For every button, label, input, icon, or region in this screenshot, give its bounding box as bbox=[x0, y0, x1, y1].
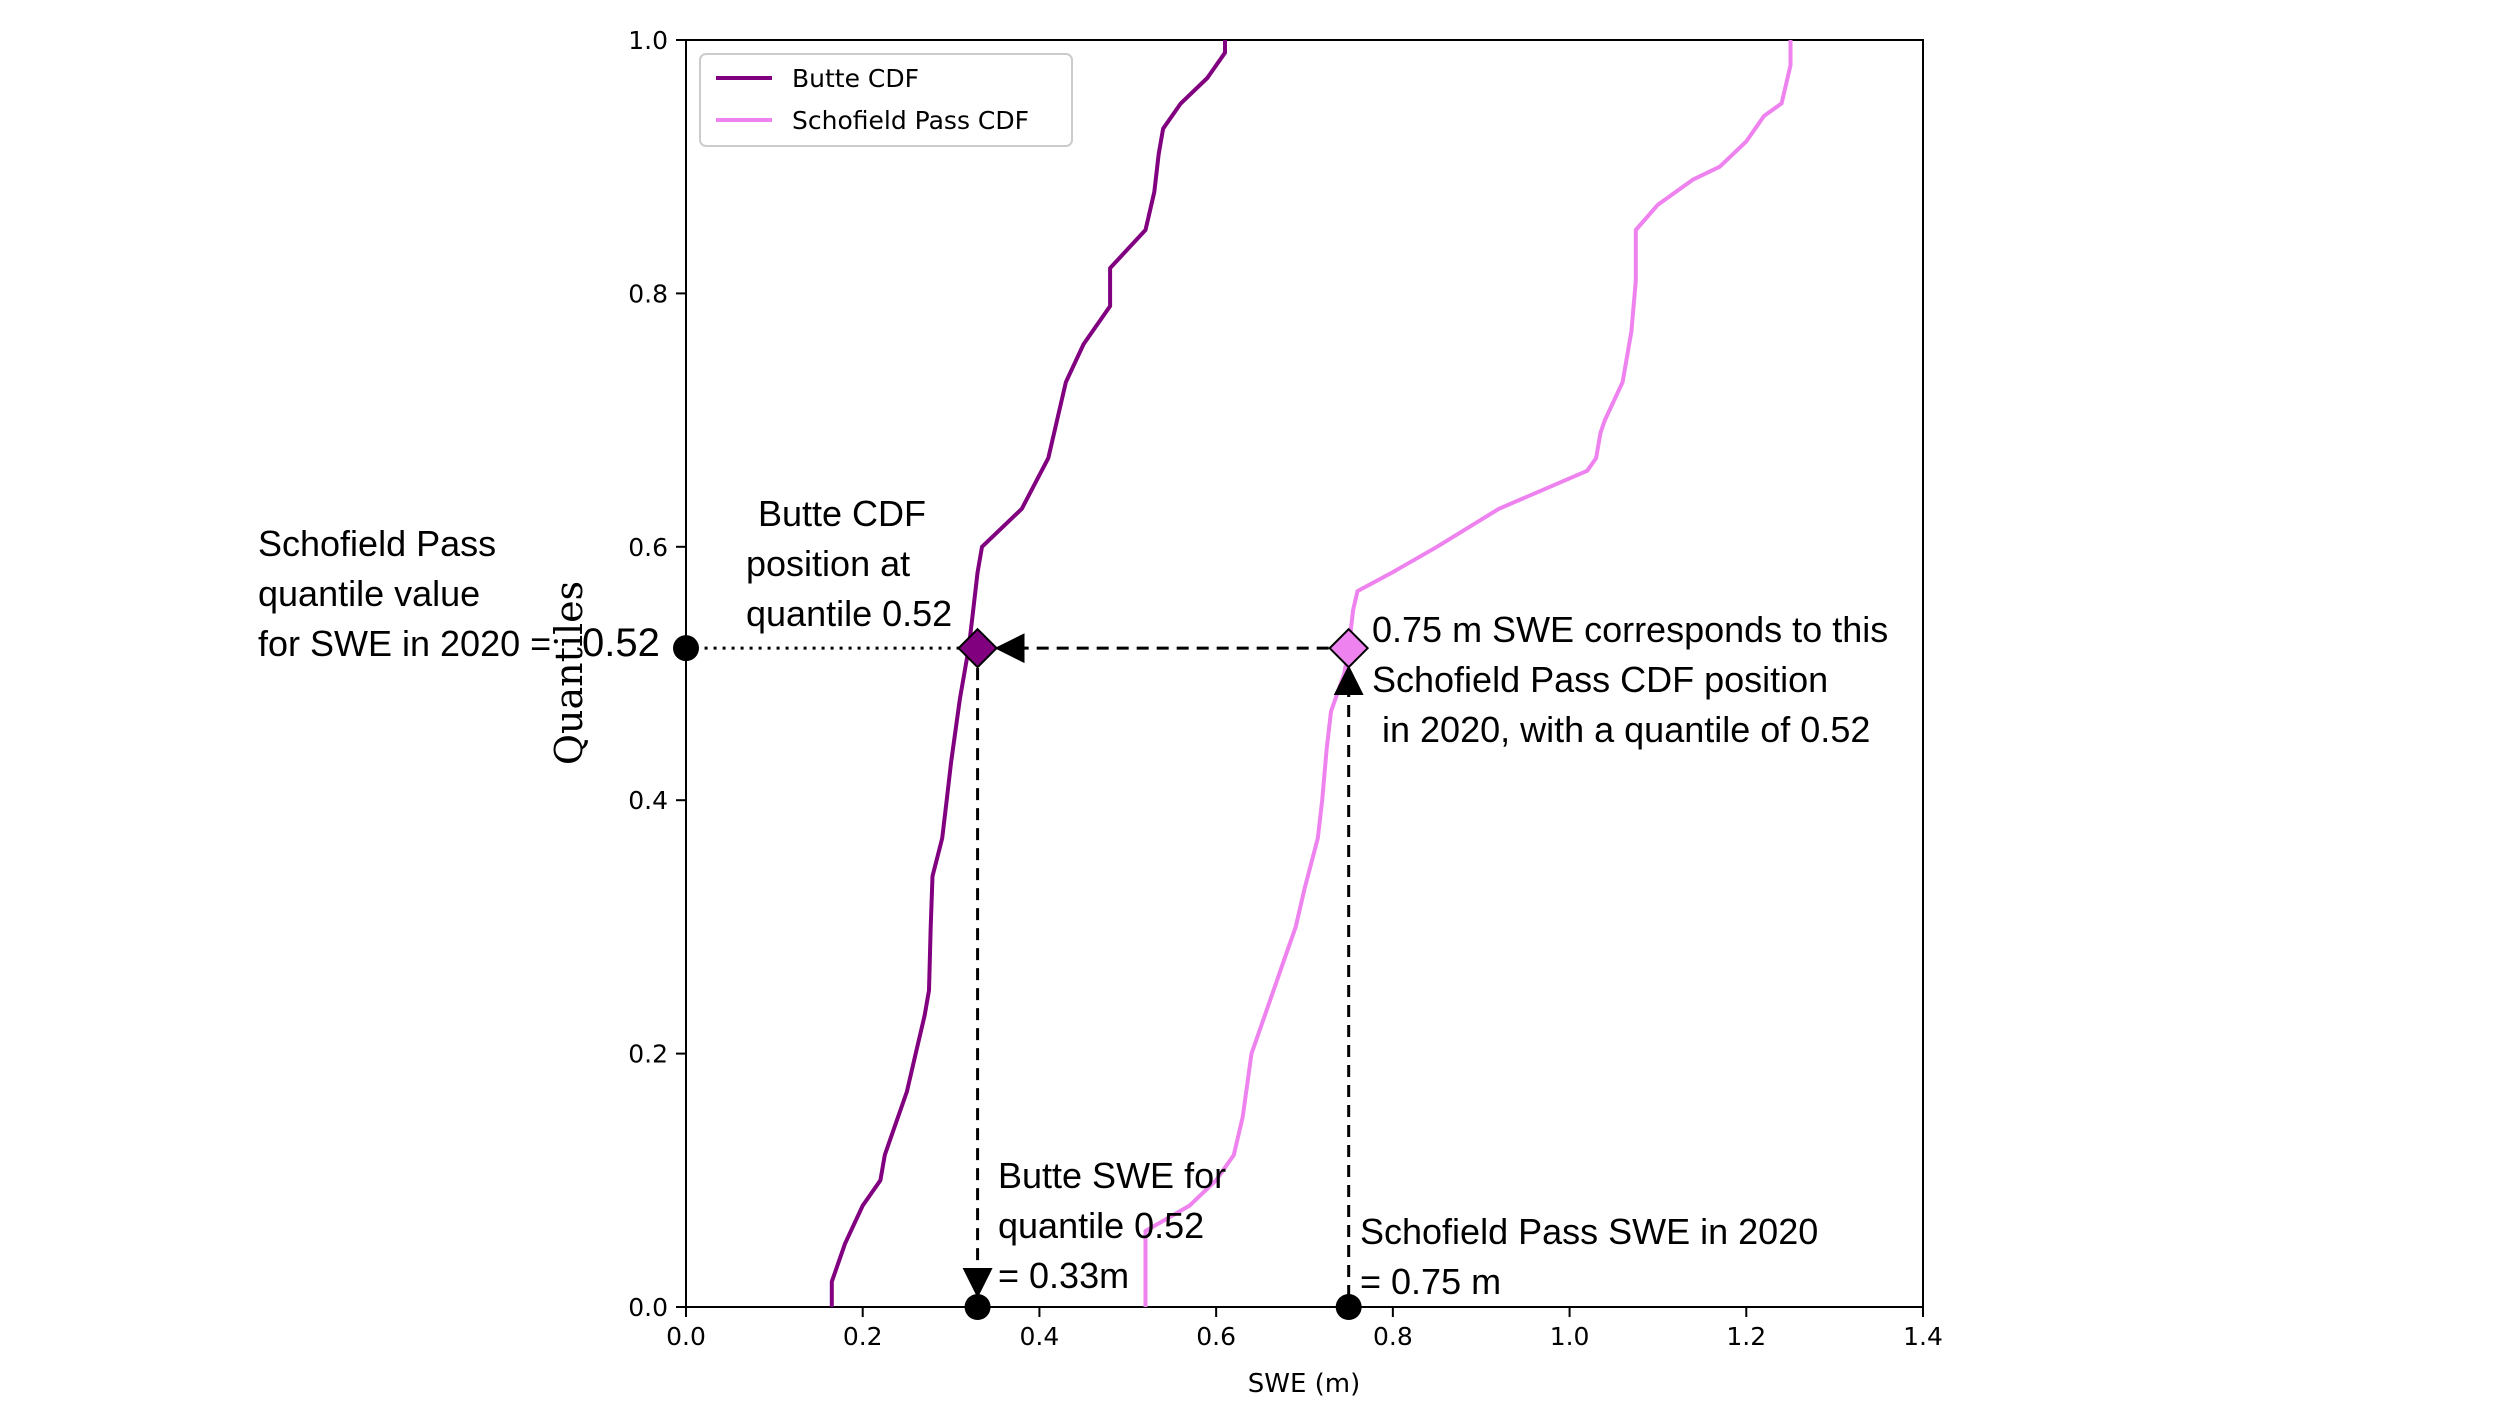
annotation-butte-position: Butte CDF position at quantile 0.52 bbox=[746, 493, 952, 634]
series-line-schofield bbox=[1143, 40, 1793, 1307]
annotation-line: quantile value bbox=[258, 573, 480, 614]
x-tick-label: 0.6 bbox=[1196, 1322, 1236, 1351]
point-markers bbox=[673, 627, 1370, 1320]
plot-frame bbox=[685, 39, 1924, 1308]
legend-entry-butte: Butte CDF bbox=[792, 64, 919, 93]
x-tick-label: 0.2 bbox=[843, 1322, 883, 1351]
annotation-schofield-quantile: Schofield Pass quantile value for SWE in… bbox=[258, 523, 660, 665]
y-tick-label: 0.4 bbox=[628, 786, 668, 815]
annotation-line: in 2020, with a quantile of 0.52 bbox=[1382, 709, 1870, 750]
marker-schofield-pass-cdf-position bbox=[1328, 627, 1370, 669]
annotation-quantile-value: 0.52 bbox=[582, 621, 660, 665]
y-tick-label: 0.8 bbox=[628, 279, 668, 308]
axis-ticks: 0.0 0.2 0.4 0.6 0.8 1.0 1.2 1.4 0.0 0.2 0.4 0.6 0.8 1… bbox=[628, 26, 1943, 1351]
series-line-butte bbox=[829, 40, 1227, 1307]
x-tick-label: 1.4 bbox=[1903, 1322, 1943, 1351]
annotation-correspondence: 0.75 m SWE corresponds to this Schofield… bbox=[1372, 609, 1888, 750]
legend: Butte CDF Schofield Pass CDF bbox=[699, 53, 1073, 147]
marker-butte-swe-point bbox=[964, 1294, 991, 1320]
annotation-butte-swe: Butte SWE for quantile 0.52 = 0.33m bbox=[998, 1155, 1226, 1296]
cdf-curves bbox=[829, 40, 1793, 1307]
annotation-line: Schofield Pass CDF position bbox=[1372, 659, 1828, 700]
y-axis-label: Quantiles bbox=[547, 581, 591, 765]
annotation-line: Schofield Pass SWE in 2020 bbox=[1360, 1211, 1818, 1252]
annotation-line: = 0.33m bbox=[998, 1255, 1129, 1296]
guide-lines bbox=[692, 633, 1364, 1298]
x-axis-label: SWE (m) bbox=[1248, 1369, 1361, 1399]
annotation-line: = 0.75 m bbox=[1360, 1261, 1501, 1302]
annotation-line: quantile 0.52 bbox=[998, 1205, 1204, 1246]
legend-box bbox=[699, 53, 1073, 147]
annotation-line: Butte SWE for bbox=[998, 1155, 1226, 1196]
y-tick-label: 0.0 bbox=[628, 1293, 668, 1322]
y-tick-label: 1.0 bbox=[628, 26, 668, 55]
annotation-line: for SWE in 2020 = bbox=[258, 623, 551, 664]
legend-entry-schofield: Schofield Pass CDF bbox=[792, 106, 1029, 135]
annotation-line: quantile 0.52 bbox=[746, 593, 952, 634]
x-tick-label: 1.0 bbox=[1550, 1322, 1590, 1351]
marker-quantile-axis-point bbox=[673, 635, 699, 662]
annotation-line: Schofield Pass bbox=[258, 523, 496, 564]
marker-butte-cdf-position bbox=[957, 627, 998, 669]
x-tick-label: 0.8 bbox=[1373, 1322, 1413, 1351]
annotation-line: Butte CDF bbox=[758, 493, 926, 534]
annotation-line: 0.75 m SWE corresponds to this bbox=[1372, 609, 1888, 650]
marker-schofield-swe-point bbox=[1335, 1294, 1362, 1320]
x-tick-label: 0.0 bbox=[666, 1322, 706, 1351]
y-tick-label: 0.6 bbox=[628, 533, 668, 562]
x-tick-label: 1.2 bbox=[1726, 1322, 1766, 1351]
annotation-line: position at bbox=[746, 543, 910, 584]
annotation-schofield-swe: Schofield Pass SWE in 2020 = 0.75 m bbox=[1360, 1211, 1818, 1302]
x-tick-label: 0.4 bbox=[1020, 1322, 1060, 1351]
y-tick-label: 0.2 bbox=[628, 1040, 668, 1069]
